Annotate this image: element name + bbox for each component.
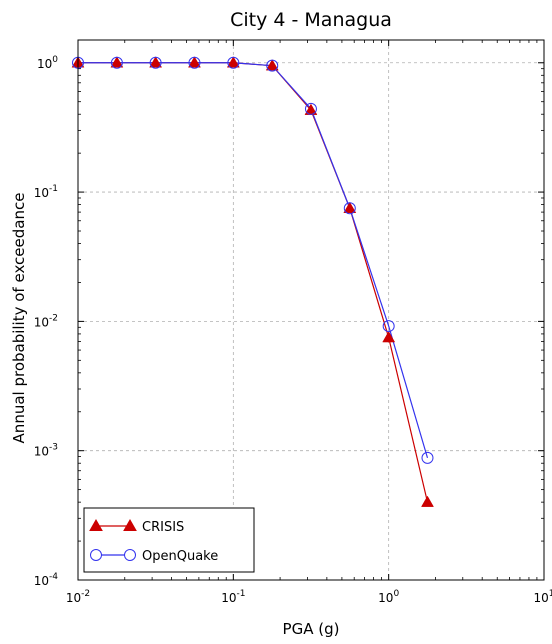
data-point-openquake: [382, 320, 395, 333]
data-point-openquake: [110, 56, 123, 69]
data-point-crisis: [382, 331, 396, 343]
y-axis-label: Annual probability of exceedance: [10, 193, 28, 444]
axes-frame: [77, 39, 545, 581]
x-tick-label: 10-2: [66, 589, 90, 605]
x-axis-label: PGA (g): [283, 620, 340, 638]
legend-box: [83, 507, 255, 573]
legend-label-crisis: CRISIS: [142, 520, 184, 535]
x-tick-exponent: 0: [393, 589, 399, 599]
chart-title: City 4 - Managua: [230, 9, 392, 31]
x-tick-exponent: -2: [81, 589, 90, 599]
legend-marker-crisis: [123, 518, 137, 531]
legend-marker-openquake: [124, 549, 136, 561]
legend-marker-crisis: [89, 518, 103, 531]
data-point-openquake: [266, 59, 279, 72]
y-tick-label: 10-1: [34, 184, 58, 200]
data-point-crisis: [188, 56, 201, 68]
x-tick-exponent: 1: [549, 589, 552, 599]
data-point-openquake: [343, 202, 356, 215]
legend-label-openquake: OpenQuake: [142, 549, 218, 564]
data-point-crisis: [343, 201, 357, 213]
x-tick-exponent: -1: [236, 589, 245, 599]
legend-marker-openquake: [90, 549, 102, 561]
y-tick-exponent: -4: [49, 572, 58, 582]
series-line-crisis: [78, 62, 429, 503]
series-line-openquake: [78, 62, 429, 459]
y-tick-label: 100: [37, 55, 58, 71]
y-tick-exponent: 0: [52, 55, 58, 65]
x-tick-label: 101: [533, 589, 552, 605]
data-point-openquake: [421, 451, 434, 464]
data-point-crisis: [265, 59, 279, 71]
y-tick-label: 10-3: [34, 443, 58, 459]
data-point-openquake: [188, 56, 201, 69]
y-tick-exponent: -3: [49, 443, 58, 453]
data-point-crisis: [110, 56, 124, 68]
x-tick-label: 10-1: [221, 589, 245, 605]
y-tick-exponent: -1: [49, 184, 58, 194]
data-point-openquake: [304, 102, 317, 115]
plot-area: 10-2 10-1 100 10110-410-310-210-1100CRISISO…: [34, 39, 552, 605]
data-point-crisis: [226, 56, 240, 68]
data-point-openquake: [149, 56, 162, 69]
y-tick-label: 10-4: [34, 572, 59, 588]
data-point-openquake: [227, 56, 240, 69]
x-tick-label: 100: [378, 589, 399, 605]
data-point-crisis: [421, 495, 434, 507]
y-tick-exponent: -2: [49, 313, 58, 323]
data-point-crisis: [149, 56, 163, 68]
y-tick-label: 10-2: [34, 313, 58, 329]
